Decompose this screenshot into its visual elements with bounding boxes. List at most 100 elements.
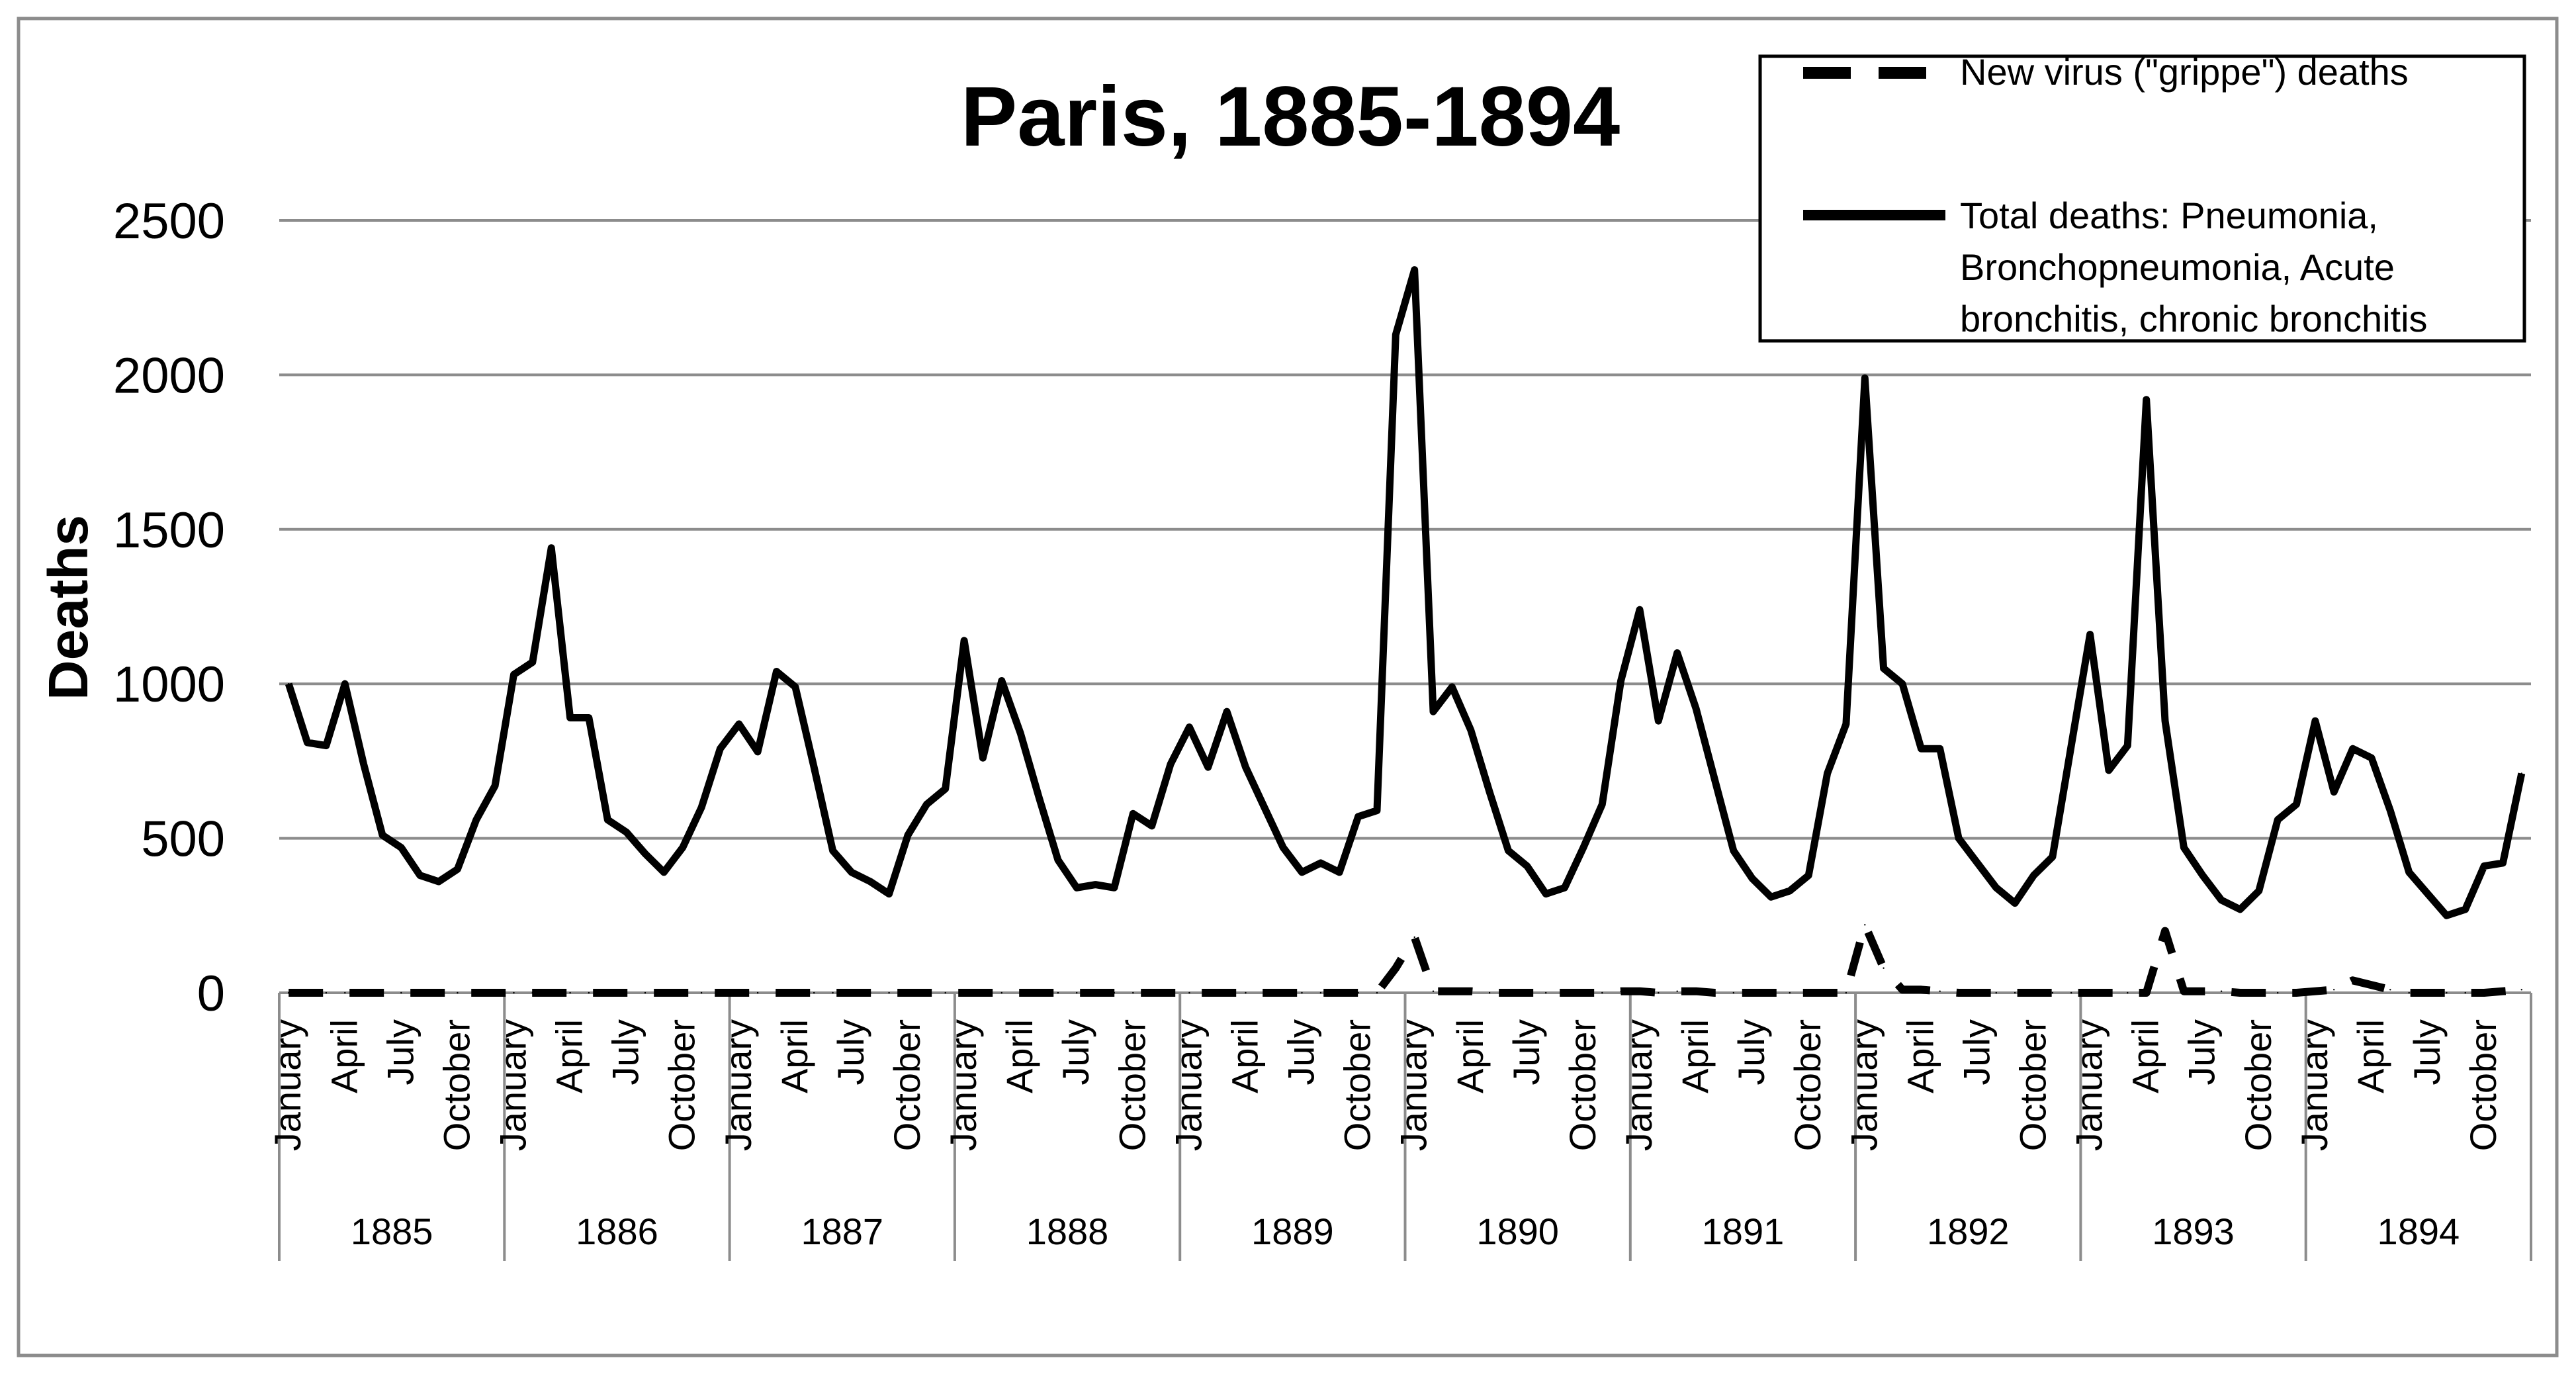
- data-point: [794, 686, 797, 688]
- data-point: [1920, 989, 1922, 991]
- data-point: [2164, 720, 2166, 722]
- x-tick-label: January: [942, 1019, 984, 1151]
- legend-label-line: bronchitis, chronic bronchitis: [1960, 298, 2428, 340]
- data-point: [1545, 991, 1547, 994]
- data-point: [682, 991, 684, 994]
- data-point: [2446, 991, 2448, 994]
- data-point: [1695, 708, 1697, 710]
- data-point: [1676, 652, 1678, 654]
- series-line-grippe: [289, 921, 2522, 997]
- x-tick-label: April: [1899, 1019, 1941, 1093]
- data-point: [907, 834, 909, 837]
- data-point: [1094, 991, 1096, 994]
- x-tick-label: October: [2462, 1019, 2504, 1151]
- data-point: [719, 748, 721, 750]
- data-point: [607, 819, 609, 821]
- data-point: [1188, 726, 1190, 728]
- data-point: [381, 834, 384, 837]
- data-point: [2033, 991, 2035, 994]
- data-point: [1020, 732, 1022, 735]
- data-point: [1789, 991, 1791, 994]
- x-tick-label: January: [1843, 1019, 1885, 1151]
- data-point: [2333, 989, 2335, 991]
- data-point: [1395, 967, 1397, 969]
- data-point: [2051, 991, 2054, 994]
- data-point: [1845, 723, 1847, 725]
- data-point: [2201, 874, 2203, 876]
- data-point: [2183, 847, 2185, 848]
- x-tick-label: April: [2125, 1019, 2166, 1093]
- x-tick-label: January: [717, 1019, 759, 1151]
- y-tick-label: 0: [197, 966, 225, 1022]
- data-point: [363, 991, 365, 994]
- x-tick-label: July: [1955, 1019, 1997, 1085]
- data-point: [1601, 991, 1603, 994]
- data-point: [1470, 990, 1472, 992]
- data-point: [2201, 990, 2203, 992]
- data-point: [1263, 806, 1266, 809]
- data-point: [625, 831, 627, 833]
- data-point: [1319, 991, 1322, 994]
- data-point: [1714, 778, 1716, 781]
- data-point: [944, 991, 946, 994]
- data-point: [381, 991, 384, 994]
- data-point: [531, 661, 533, 663]
- data-point: [2127, 991, 2129, 994]
- data-point: [625, 991, 627, 994]
- data-point: [2089, 991, 2091, 994]
- data-point: [1413, 936, 1415, 939]
- data-point: [1357, 815, 1359, 818]
- x-tick-label: July: [1280, 1019, 1322, 1085]
- year-label: 1893: [2152, 1211, 2235, 1252]
- data-point: [663, 991, 665, 994]
- data-point: [2070, 745, 2072, 747]
- data-point: [756, 751, 759, 753]
- data-point: [907, 991, 909, 994]
- x-tick-label: April: [323, 1019, 365, 1093]
- data-point: [1507, 850, 1509, 852]
- data-point: [363, 763, 365, 765]
- data-point: [1263, 991, 1266, 994]
- data-point: [2108, 769, 2110, 772]
- data-point: [513, 991, 515, 994]
- data-point: [813, 766, 815, 768]
- data-point: [1188, 991, 1190, 994]
- data-point: [437, 880, 440, 883]
- legend-label-line: Total deaths: Pneumonia,: [1960, 195, 2378, 236]
- y-axis-ticks: 0 500 1000 1500 2000 2500: [113, 193, 225, 1022]
- data-point: [2070, 991, 2072, 994]
- data-point: [1000, 680, 1003, 682]
- data-point: [776, 991, 777, 994]
- data-point: [1582, 847, 1585, 848]
- data-point: [2220, 990, 2223, 992]
- data-point: [2051, 856, 2054, 858]
- data-point: [1282, 991, 1284, 994]
- data-point: [325, 991, 328, 994]
- data-point: [776, 670, 777, 672]
- data-point: [2426, 991, 2429, 994]
- y-tick-label: 2000: [113, 347, 225, 404]
- y-tick-label: 500: [141, 811, 225, 868]
- x-tick-label: January: [492, 1019, 533, 1151]
- data-point: [344, 991, 346, 994]
- year-label: 1885: [351, 1211, 433, 1252]
- data-point: [2389, 989, 2391, 991]
- data-point: [1638, 990, 1641, 992]
- x-tick-label: July: [830, 1019, 871, 1085]
- data-point: [982, 991, 984, 994]
- data-point: [1826, 991, 1828, 994]
- data-point: [2295, 991, 2297, 994]
- data-point: [2108, 991, 2110, 994]
- x-tick-label: October: [1337, 1019, 1378, 1151]
- data-point: [2502, 862, 2504, 864]
- year-label: 1886: [576, 1211, 658, 1252]
- x-tick-label: April: [2350, 1019, 2391, 1093]
- data-point: [1864, 924, 1866, 926]
- x-tick-label: July: [605, 1019, 646, 1085]
- data-point: [719, 991, 721, 994]
- data-point: [1432, 711, 1435, 713]
- x-tick-label: July: [1730, 1019, 1772, 1085]
- y-tick-label: 1000: [113, 657, 225, 713]
- year-label: 1888: [1026, 1211, 1109, 1252]
- data-point: [288, 683, 290, 685]
